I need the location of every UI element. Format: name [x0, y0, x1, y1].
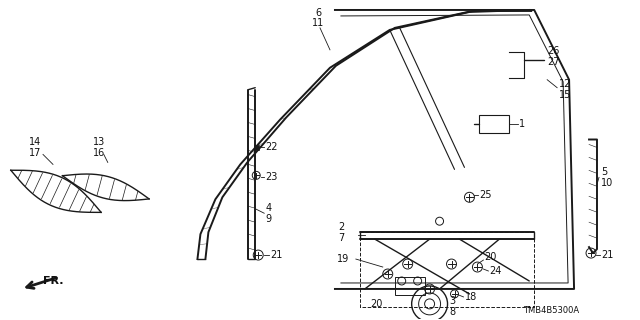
Text: 20: 20	[370, 299, 382, 309]
Text: 19: 19	[337, 254, 349, 264]
Text: 21: 21	[270, 250, 282, 260]
Text: 4
9: 4 9	[265, 203, 271, 224]
Text: 12
15: 12 15	[559, 79, 572, 100]
Text: 2
7: 2 7	[339, 222, 345, 243]
Text: FR.: FR.	[43, 276, 63, 286]
Text: 18: 18	[465, 292, 477, 302]
Text: 6
11: 6 11	[312, 8, 324, 28]
Text: 3
8: 3 8	[449, 297, 456, 317]
Text: 24: 24	[490, 266, 502, 276]
Bar	[479, 115, 509, 132]
Text: 25: 25	[479, 190, 492, 200]
Bar	[360, 232, 534, 307]
Bar	[395, 277, 424, 295]
Text: 26
27: 26 27	[547, 46, 559, 67]
Text: 22: 22	[265, 142, 278, 152]
Text: 1: 1	[519, 118, 525, 129]
Text: 20: 20	[484, 252, 497, 262]
Text: 14
17: 14 17	[29, 137, 42, 158]
Text: 5
10: 5 10	[601, 167, 613, 188]
Text: 21: 21	[601, 250, 613, 260]
Text: 23: 23	[265, 172, 278, 182]
Bar	[253, 145, 259, 150]
Text: TMB4B5300A: TMB4B5300A	[523, 306, 579, 316]
Text: 13
16: 13 16	[93, 137, 105, 158]
